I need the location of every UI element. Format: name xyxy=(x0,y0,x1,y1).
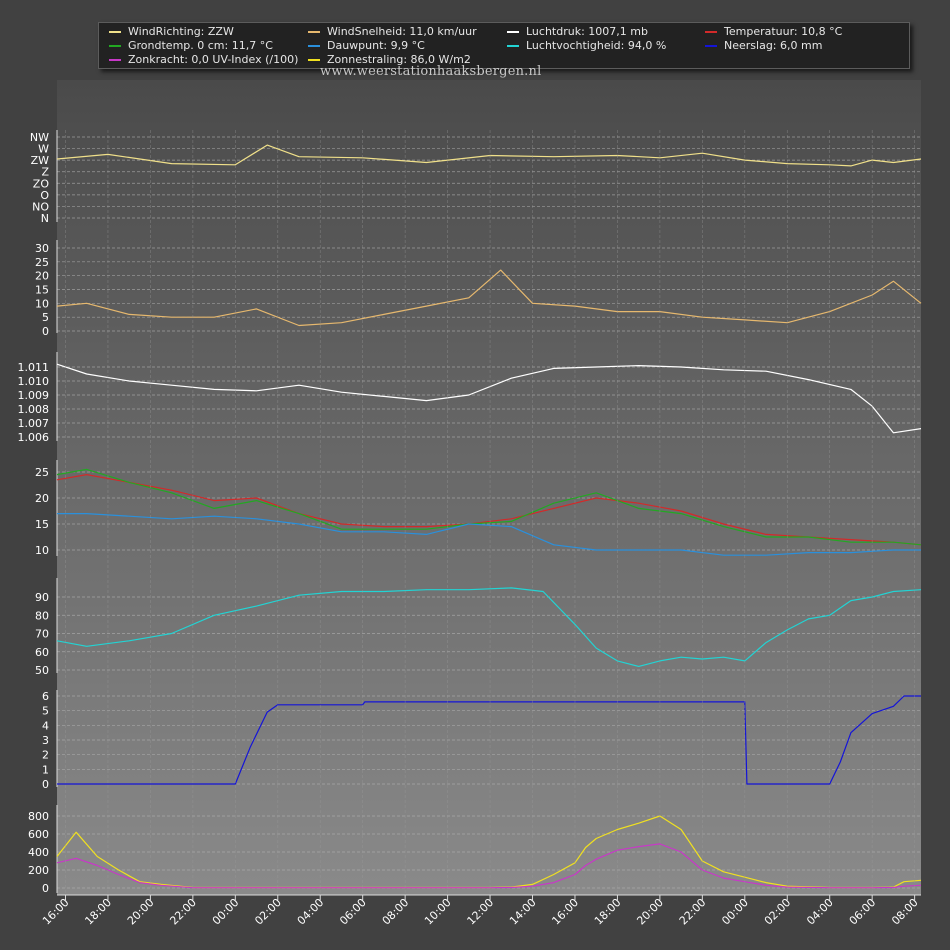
legend-swatch xyxy=(705,31,717,33)
x-tick-label: 04:00 xyxy=(295,896,327,928)
series-line-neerslag xyxy=(57,695,921,785)
x-tick-label: 08:00 xyxy=(380,896,412,928)
legend-label: Luchtdruk: 1007,1 mb xyxy=(526,25,648,38)
legend-label: Neerslag: 6,0 mm xyxy=(724,39,823,52)
y-tick-label: O xyxy=(40,189,49,202)
legend-label: Zonnestraling: 86,0 W/m2 xyxy=(327,53,471,66)
y-tick-label: ZW xyxy=(31,154,50,167)
y-tick-label: NO xyxy=(32,200,49,213)
series-line-luchtvochtigheid xyxy=(56,587,922,668)
x-tick-label: 14:00 xyxy=(507,896,539,928)
series-line-luchtdruk xyxy=(56,363,922,434)
series-line-zonkracht xyxy=(56,843,922,889)
x-tick-label: 18:00 xyxy=(592,896,624,928)
y-tick-label: 1 xyxy=(42,763,49,776)
x-tick-label: 02:00 xyxy=(252,896,284,928)
x-tick-label: 02:00 xyxy=(762,896,794,928)
y-tick-label: 80 xyxy=(35,609,49,622)
y-tick-label: 200 xyxy=(28,864,49,877)
y-tick-label: N xyxy=(41,212,49,225)
y-tick-label: NW xyxy=(30,131,49,144)
y-tick-label: 60 xyxy=(35,646,49,659)
x-tick-label: 06:00 xyxy=(847,896,879,928)
legend-label: WindRichting: ZZW xyxy=(128,25,234,38)
legend-swatch xyxy=(109,45,121,47)
y-tick-label: 600 xyxy=(28,828,49,841)
legend-swatch xyxy=(109,31,121,33)
y-tick-label: 50 xyxy=(35,664,49,677)
y-tick-label: 1.009 xyxy=(18,389,50,402)
y-tick-label: 10 xyxy=(35,544,49,557)
y-tick-label: 20 xyxy=(35,492,49,505)
x-tick-label: 06:00 xyxy=(337,896,369,928)
legend-swatch xyxy=(109,59,121,61)
y-tick-label: 30 xyxy=(35,242,49,255)
y-tick-label: 400 xyxy=(28,846,49,859)
y-tick-label: 25 xyxy=(35,466,49,479)
y-tick-label: 3 xyxy=(42,734,49,747)
y-tick-label: 4 xyxy=(42,719,49,732)
x-tick-label: 08:00 xyxy=(889,896,921,928)
y-tick-label: 70 xyxy=(35,628,49,641)
y-tick-label: 1.011 xyxy=(18,361,50,374)
x-tick-label: 00:00 xyxy=(719,896,751,928)
y-tick-label: 20 xyxy=(35,270,49,283)
chart-legend: WindRichting: ZZW WindSnelheid: 11,0 km/u… xyxy=(98,22,910,69)
y-tick-label: 0 xyxy=(42,882,49,895)
legend-swatch xyxy=(507,45,519,47)
x-tick-label: 10:00 xyxy=(422,896,454,928)
x-tick-label: 16:00 xyxy=(549,896,581,928)
y-tick-label: 2 xyxy=(42,749,49,762)
legend-label: WindSnelheid: 11,0 km/uur xyxy=(327,25,477,38)
x-tick-label: 00:00 xyxy=(210,896,242,928)
y-tick-label: 1.008 xyxy=(18,403,50,416)
x-tick-label: 22:00 xyxy=(167,896,199,928)
y-tick-label: 800 xyxy=(28,810,49,823)
x-tick-label: 20:00 xyxy=(634,896,666,928)
y-tick-label: 25 xyxy=(35,256,49,269)
legend-swatch xyxy=(705,45,717,47)
x-tick-label: 18:00 xyxy=(82,896,114,928)
y-tick-label: 90 xyxy=(35,591,49,604)
y-tick-label: ZO xyxy=(33,177,50,190)
legend-swatch xyxy=(308,31,320,33)
y-tick-label: 0 xyxy=(42,778,49,791)
y-tick-label: 15 xyxy=(35,284,49,297)
watermark: www.weerstationhaaksbergen.nl xyxy=(320,64,542,79)
series-line-windrichting xyxy=(56,144,922,167)
legend-label: Zonkracht: 0,0 UV-Index (/100) xyxy=(128,53,299,66)
y-tick-label: 1.006 xyxy=(18,431,50,444)
legend-label: Dauwpunt: 9,9 °C xyxy=(327,39,425,52)
y-tick-label: W xyxy=(38,143,49,156)
legend-label: Grondtemp. 0 cm: 11,7 °C xyxy=(128,39,273,52)
x-tick-label: 20:00 xyxy=(125,896,157,928)
x-tick-label: 16:00 xyxy=(40,896,72,928)
y-tick-label: 15 xyxy=(35,518,49,531)
y-tick-label: 1.010 xyxy=(18,375,50,388)
y-tick-label: Z xyxy=(41,166,49,179)
legend-label: Temperatuur: 10,8 °C xyxy=(724,25,843,38)
x-tick-label: 04:00 xyxy=(804,896,836,928)
legend-swatch xyxy=(308,45,320,47)
legend-swatch xyxy=(308,59,320,61)
y-tick-label: 0 xyxy=(42,325,49,338)
legend-swatch xyxy=(507,31,519,33)
plot-background xyxy=(57,80,921,895)
y-tick-label: 5 xyxy=(42,705,49,718)
x-tick-label: 12:00 xyxy=(465,896,497,928)
y-tick-label: 5 xyxy=(42,311,49,324)
y-tick-label: 6 xyxy=(42,690,49,703)
y-tick-label: 1.007 xyxy=(18,417,50,430)
legend-label: Luchtvochtigheid: 94,0 % xyxy=(526,39,667,52)
x-tick-label: 22:00 xyxy=(677,896,709,928)
series-line-windsnelheid xyxy=(56,269,922,327)
y-tick-label: 10 xyxy=(35,297,49,310)
